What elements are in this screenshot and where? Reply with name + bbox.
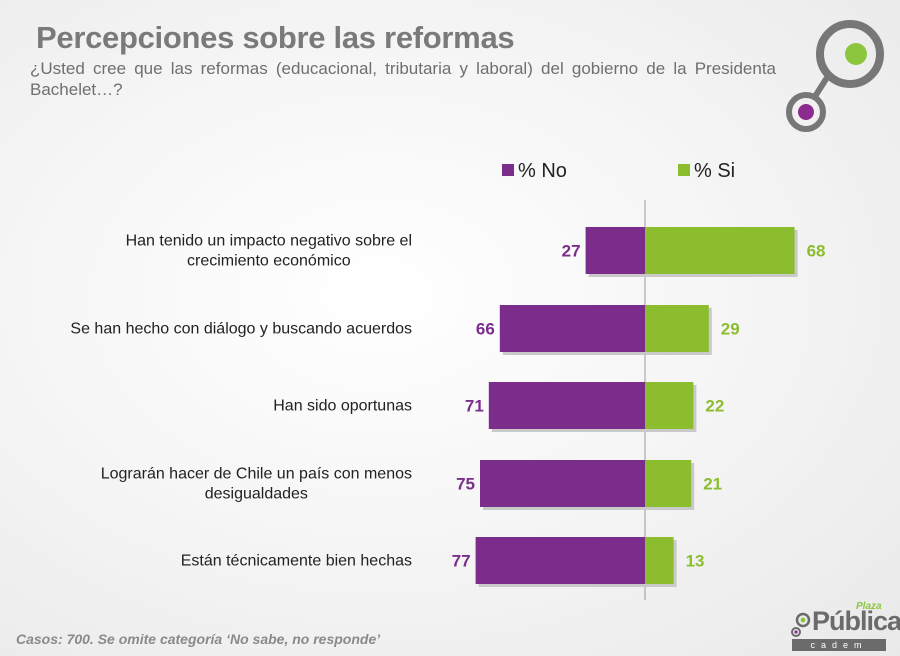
value-label-si: 29 bbox=[721, 320, 740, 339]
value-label-no: 75 bbox=[456, 475, 475, 494]
bar-si bbox=[645, 537, 674, 584]
legend-swatch bbox=[502, 164, 514, 176]
category-label: Se han hecho con diálogo y buscando acue… bbox=[70, 321, 412, 338]
cadem-circles-logo bbox=[786, 20, 884, 132]
brand-sub: cadem bbox=[792, 639, 886, 651]
legend-swatch bbox=[678, 164, 690, 176]
bar-no bbox=[475, 537, 645, 584]
footnote: Casos: 700. Se omite categoría ‘No sabe,… bbox=[16, 631, 381, 647]
bar-no bbox=[488, 382, 645, 429]
bar-no bbox=[499, 305, 645, 352]
value-label-si: 21 bbox=[703, 475, 722, 494]
category-label: Están técnicamente bien hechas bbox=[181, 553, 412, 570]
chart-bars: 27 68 Han tenido un impacto negativo sobre… bbox=[70, 200, 826, 600]
bar-no bbox=[585, 227, 645, 274]
legend-label: % No bbox=[518, 160, 567, 182]
value-label-si: 68 bbox=[807, 242, 826, 261]
category-label: Lograrán hacer de Chile un país con meno… bbox=[101, 466, 412, 503]
category-label: Han tenido un impacto negativo sobre el c… bbox=[126, 233, 412, 270]
chart-legend: % No % Si bbox=[502, 160, 735, 182]
bar-no bbox=[480, 460, 645, 507]
page-subtitle: ¿Usted cree que las reformas (educaciona… bbox=[30, 59, 776, 99]
brand-name: Pública bbox=[812, 606, 900, 636]
category-label: Han sido oportunas bbox=[273, 398, 412, 415]
value-label-no: 66 bbox=[476, 320, 495, 339]
value-label-si: 13 bbox=[686, 552, 705, 571]
plaza-publica-logo: Plaza Pública cadem bbox=[790, 600, 900, 654]
value-label-no: 77 bbox=[452, 552, 471, 571]
brand-mark-icon bbox=[791, 612, 811, 637]
value-label-no: 27 bbox=[562, 242, 581, 261]
brand-small-text: Plaza bbox=[856, 601, 882, 612]
bar-si bbox=[645, 305, 709, 352]
legend-label: % Si bbox=[694, 160, 735, 182]
value-label-si: 22 bbox=[705, 397, 724, 416]
bar-si bbox=[645, 460, 692, 507]
bar-si bbox=[645, 382, 694, 429]
bar-si bbox=[645, 227, 795, 274]
page-title: Percepciones sobre las reformas bbox=[36, 20, 515, 55]
value-label-no: 71 bbox=[465, 397, 484, 416]
